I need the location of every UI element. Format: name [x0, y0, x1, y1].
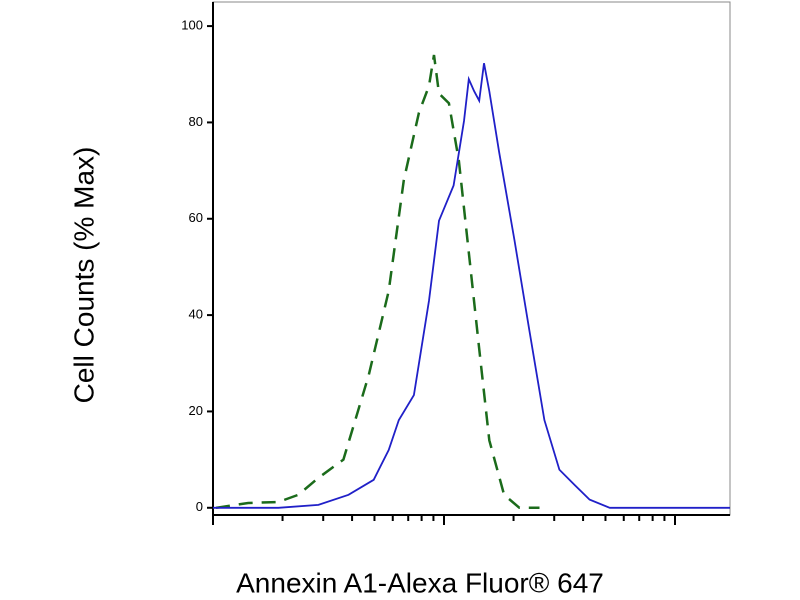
y-tick-label: 60 — [189, 210, 203, 225]
x-axis-label: Annexin A1-Alexa Fluor® 647 — [236, 567, 604, 598]
plot-frame — [212, 1, 731, 516]
series-line — [215, 54, 540, 510]
y-tick-label: 20 — [189, 403, 203, 418]
series-line — [213, 63, 730, 509]
y-tick-label: 100 — [181, 18, 203, 33]
y-axis-label: Cell Counts (% Max) — [68, 147, 99, 404]
y-tick-label: 0 — [196, 499, 203, 514]
y-tick-label: 40 — [189, 307, 203, 322]
y-tick-label: 80 — [189, 114, 203, 129]
